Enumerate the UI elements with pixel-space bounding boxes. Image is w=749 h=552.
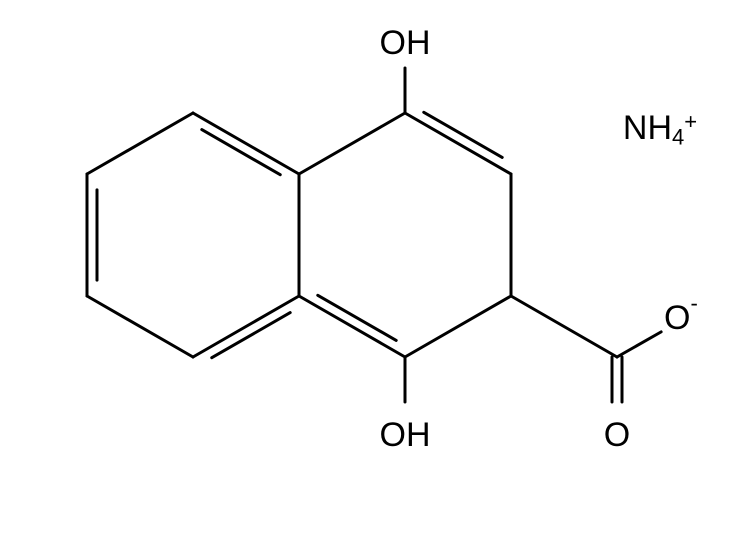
atom-label: O [604, 416, 630, 454]
molecule-diagram: OH OH O O- NH4+ [0, 0, 749, 552]
atom-label: OH [380, 416, 431, 454]
atom-label: NH4+ [623, 109, 697, 149]
atom-label: O- [664, 291, 698, 337]
atom-label: OH [380, 24, 431, 62]
